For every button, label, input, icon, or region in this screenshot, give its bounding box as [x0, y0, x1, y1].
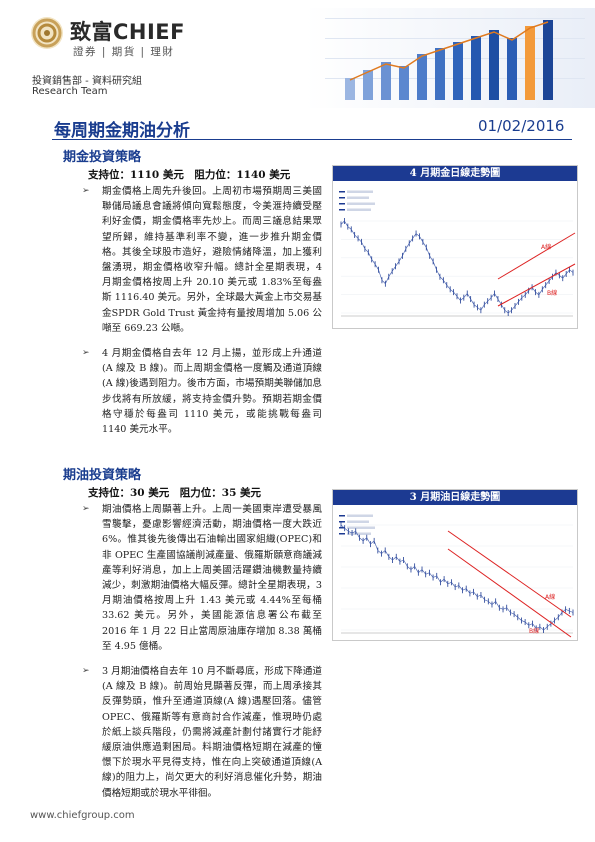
gold-chart-plot: A線 B線 — [333, 181, 577, 327]
chief-logo-icon — [31, 17, 63, 49]
footer-url[interactable]: www.chiefgroup.com — [30, 810, 135, 821]
report-title: 每周期金期油分析 — [54, 121, 190, 141]
gold-chart-legend — [339, 190, 375, 211]
gold-support-resistance: 支持位：1110 美元 阻力位：1140 美元 — [88, 169, 291, 181]
gold-bullet-list: ➢ 期金價格上周先升後回。上周初市場預期周三美國聯儲局議息會議將傾向寬鬆態度，令美… — [82, 184, 322, 447]
gold-channel-bottom-line — [497, 263, 576, 307]
department-label: 投資銷售部 - 資料研究組 — [32, 76, 142, 87]
brand-name: 致富CHIEF — [70, 20, 185, 44]
bullet-arrow-icon: ➢ — [82, 186, 90, 196]
title-divider — [52, 139, 572, 140]
bullet-arrow-icon: ➢ — [82, 348, 90, 359]
oil-channel-top-line — [447, 530, 572, 618]
gold-channel-top-line — [497, 232, 576, 280]
gold-line-b-label: B線 — [547, 289, 557, 297]
list-item: ➢ 期油價格上周顯著上升。上周一美國東岸遭受暴風雪襲擊，憂慮影響經濟活動，期油價格… — [82, 504, 322, 652]
oil-chart-legend — [339, 514, 375, 535]
list-item: ➢ 期金價格上周先升後回。上周初市場預期周三美國聯儲局議息會議將傾向寬鬆態度，令美… — [82, 186, 322, 334]
gold-chart: 4 月期金日線走勢圖 A線 B線 — [332, 165, 578, 329]
bullet-arrow-icon: ➢ — [82, 666, 90, 677]
bullet-arrow-icon: ➢ — [82, 504, 90, 514]
oil-line-b-label: B線 — [529, 627, 539, 635]
oil-bullet-list: ➢ 期油價格上周顯著上升。上周一美國東岸遭受暴風雪襲擊，憂慮影響經濟活動，期油價格… — [82, 502, 322, 811]
list-item: ➢ 4 月期金價格自去年 12 月上揚，並形成上升通道(A 線及 B 線)。而上周… — [82, 348, 322, 436]
header-bar-graphic — [305, 8, 595, 108]
oil-section-heading: 期油投資策略 — [63, 468, 142, 483]
gold-section-heading: 期金投資策略 — [63, 150, 142, 165]
team-label: Research Team — [32, 86, 108, 97]
oil-chart-grid — [341, 524, 573, 634]
gold-price-line — [340, 220, 574, 314]
oil-support-resistance: 支持位：30 美元 阻力位：35 美元 — [88, 487, 262, 499]
report-date: 01/02/2016 — [478, 117, 565, 135]
oil-price-line — [340, 524, 574, 631]
oil-chart-plot: A線 B線 — [333, 505, 577, 639]
oil-chart: 3 月期油日線走勢圖 A線 B線 — [332, 489, 578, 641]
list-item: ➢ 3 月期油價格自去年 10 月不斷尋底，形成下降通道(A 線及 B 線)。前周… — [82, 666, 322, 799]
gold-chart-grid — [341, 220, 573, 317]
gold-chart-title: 4 月期金日線走勢圖 — [333, 166, 577, 181]
oil-chart-title: 3 月期油日線走勢圖 — [333, 490, 577, 505]
brand-tagline: 證券 | 期貨 | 理財 — [73, 46, 175, 58]
oil-price-bars — [340, 522, 574, 633]
gold-line-a-label: A線 — [541, 243, 551, 251]
oil-line-a-label: A線 — [545, 593, 555, 601]
oil-channel-bottom-line — [447, 548, 572, 638]
